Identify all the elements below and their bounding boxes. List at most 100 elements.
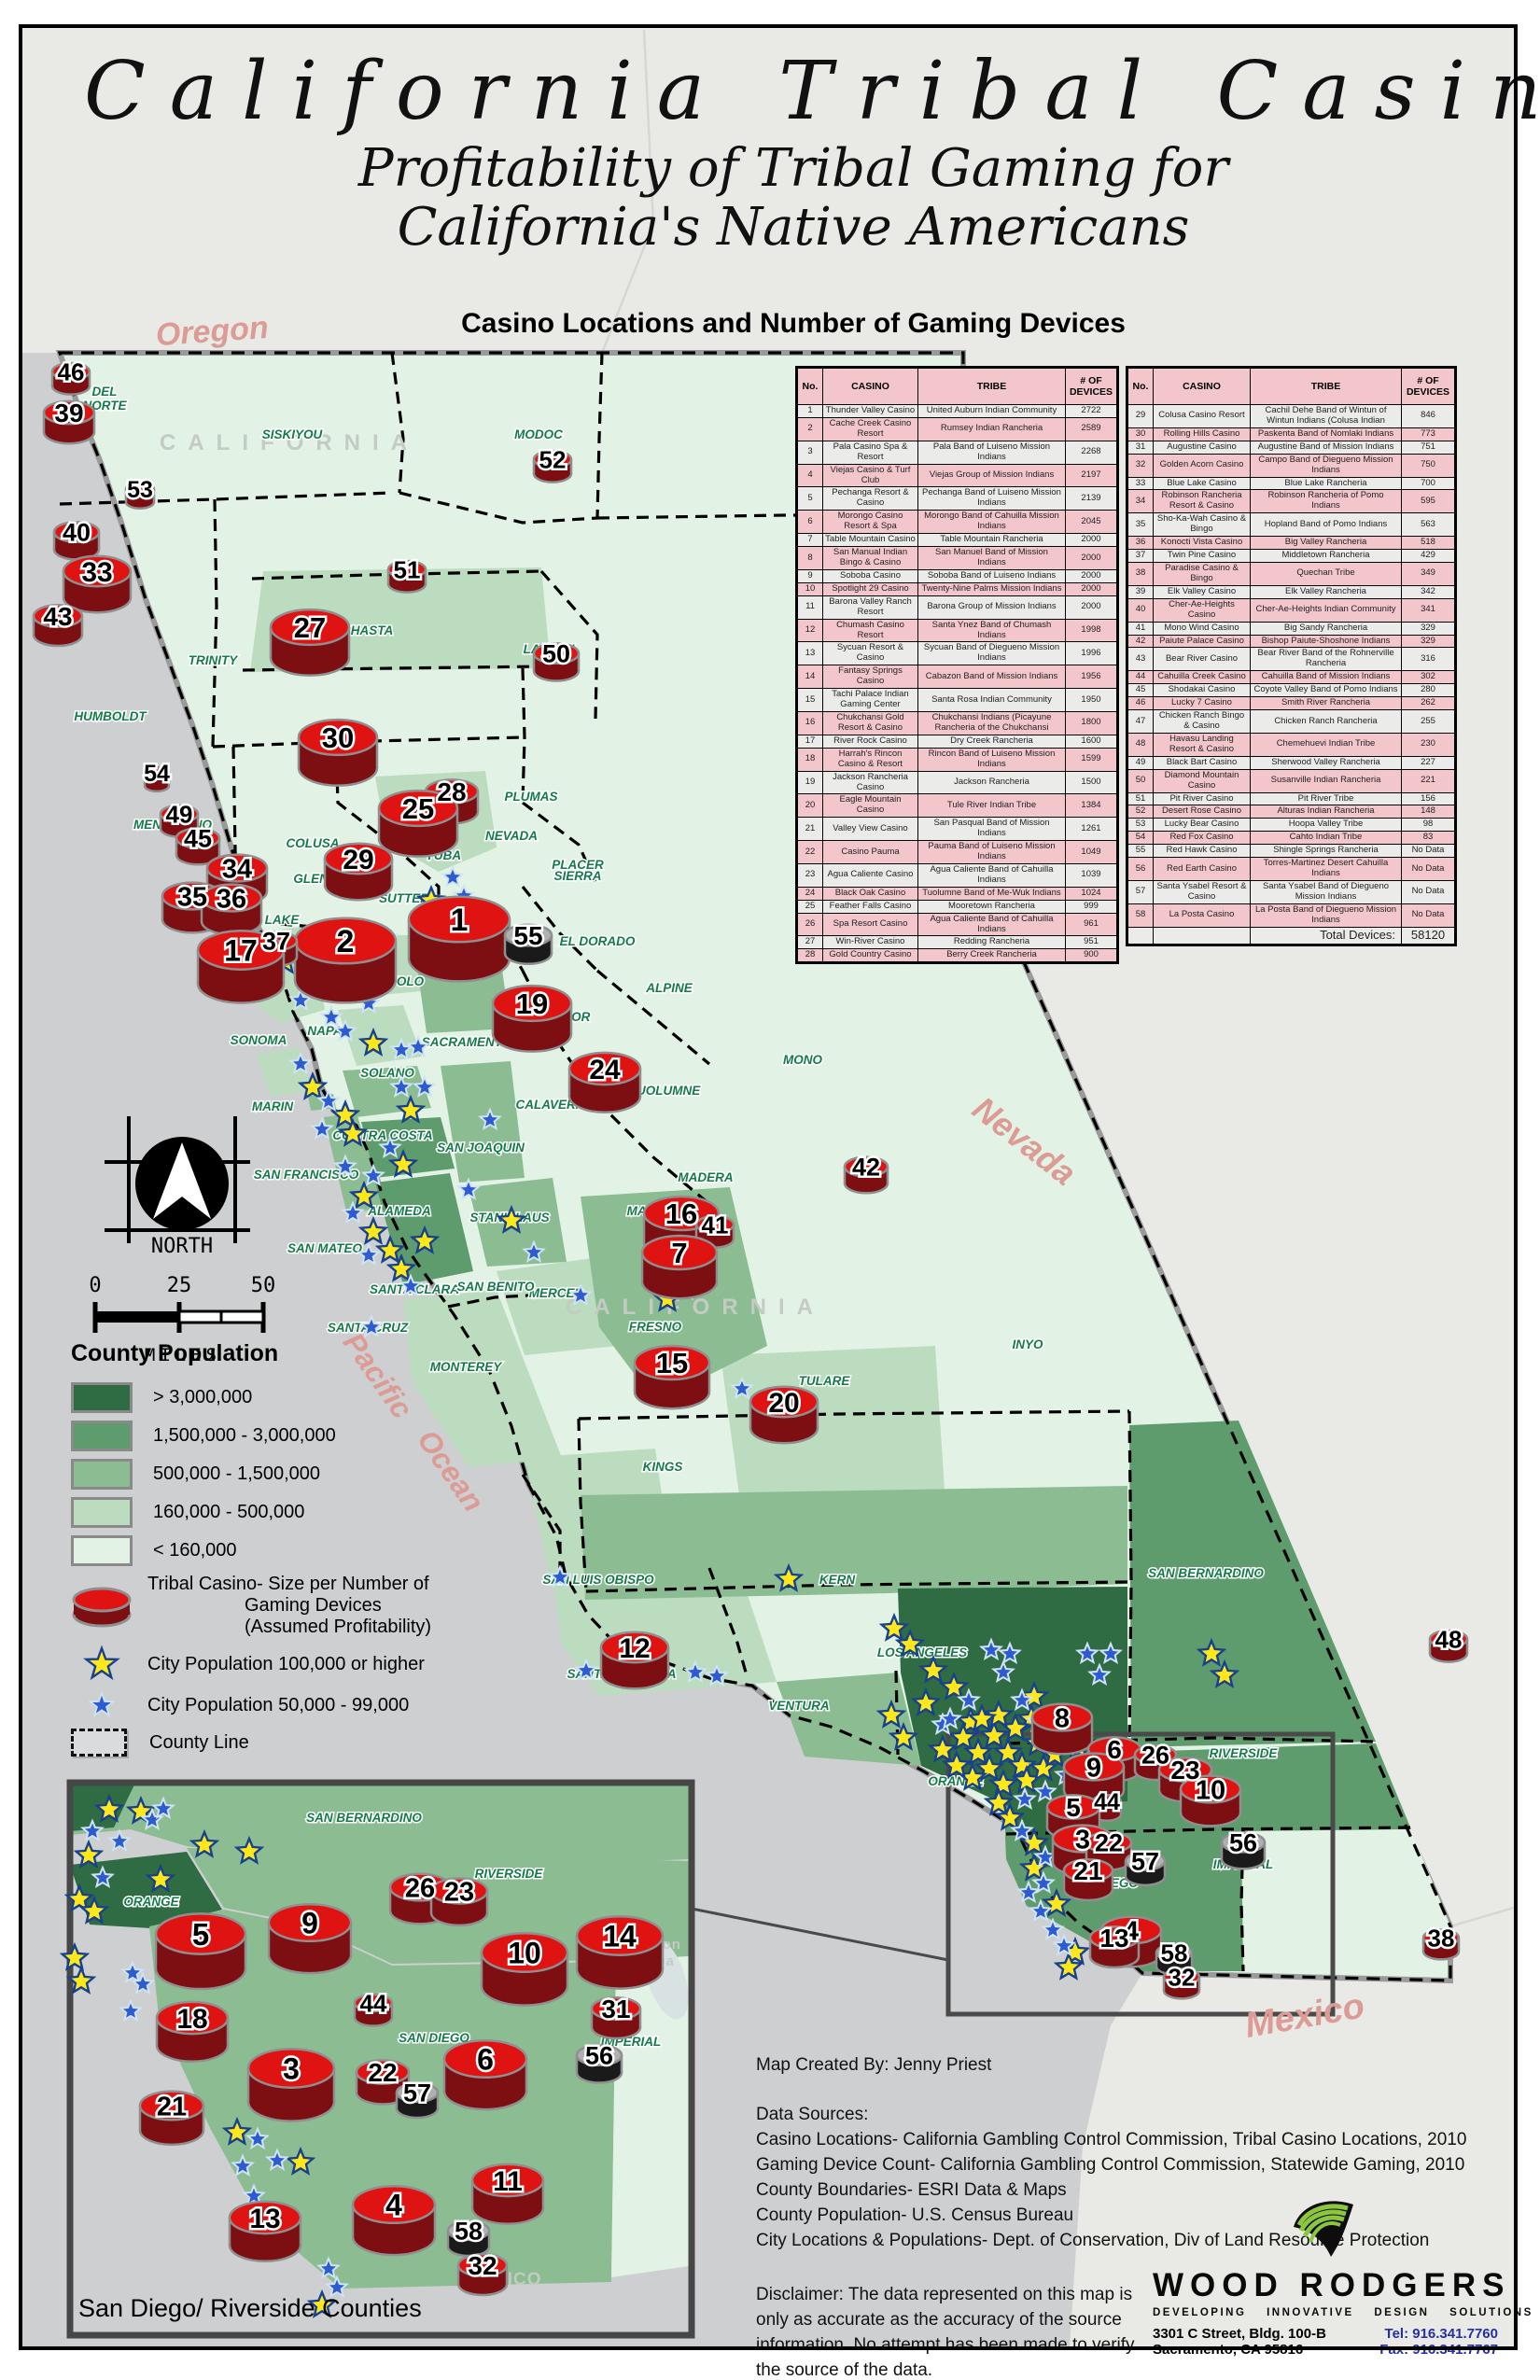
city-star-large: [1209, 1659, 1240, 1688]
table-row: 39 Elk Valley Casino Elk Valley Rancheria 3…: [1127, 584, 1456, 599]
table-row: 17 River Rock Casino Dry Creek Rancheria 16…: [796, 734, 1118, 749]
table-row: 40 Cher-Ae-Heights Casino Cher-Ae-Heights …: [1127, 597, 1456, 623]
legend-swatch: [71, 1382, 133, 1413]
logo-phone: Tel: 916.341.7760 Fax: 916.341.7767: [1379, 2326, 1498, 2358]
table-row: 4 Viejas Casino & Turf Club Viejas Group o…: [796, 463, 1118, 488]
city-star-medium: [118, 1998, 144, 2023]
county-label: SAN JOAQUIN: [437, 1141, 525, 1155]
casino-marker-number: 25: [402, 792, 434, 825]
casino-marker-number: 30: [322, 721, 354, 754]
casino-marker-number: 52: [539, 445, 567, 473]
state-watermark: CALIFORNIA: [566, 1295, 825, 1320]
city-star-medium: [405, 1034, 431, 1057]
table-row: 5 Pechanga Resort & Casino Pechanga Band o…: [796, 486, 1118, 511]
county-label: SACRAMENTO: [422, 1035, 512, 1049]
table-row: 23 Agua Caliente Casino Agua Caliente Band…: [796, 862, 1118, 888]
county-label: SONOMA: [231, 1033, 287, 1047]
county-label: SOLANO: [360, 1066, 414, 1080]
county-label: KERN: [819, 1573, 856, 1587]
city-star-large: [337, 1117, 369, 1147]
casino-marker-57: [1124, 1851, 1167, 1887]
casino-marker-56: [575, 2043, 623, 2084]
table-row: 56 Red Earth Casino Torres-Martinez Desert…: [1127, 857, 1456, 881]
casino-marker-number: 21: [1073, 1856, 1102, 1885]
casino-marker-1: [407, 895, 511, 983]
casino-marker-number: 48: [1435, 1625, 1463, 1653]
city-star-medium: [241, 2183, 267, 2207]
casino-marker-number: 15: [656, 1347, 688, 1379]
casino-marker-number: 32: [1169, 1963, 1196, 1991]
county-line: [707, 1567, 749, 1676]
city-star-large: [285, 2146, 316, 2176]
casino-marker-number: 28: [437, 777, 466, 806]
city-star-large: [941, 1749, 973, 1779]
county-line: [521, 667, 526, 804]
casino-marker-48: [1428, 1629, 1469, 1663]
table-row: 49 Black Bart Casino Sherwood Valley Ranch…: [1127, 755, 1456, 770]
casino-marker-12: [599, 1631, 670, 1690]
city-star-medium: [412, 1074, 438, 1098]
casino-marker-number: 26: [1141, 1742, 1169, 1770]
created-by: Map Created By: Jenny Priest: [756, 2055, 992, 2075]
table-row: 44 Cahuilla Creek Casino Cahuilla Band of …: [1127, 670, 1456, 685]
city-star-large: [374, 1234, 406, 1264]
city-star-medium: [521, 1239, 547, 1263]
city-star-medium: [356, 1242, 382, 1266]
county-line: [585, 1580, 1130, 1593]
city-star-medium: [377, 1135, 403, 1158]
page-subtitle: Profitability of Tribal Gaming for Calif…: [233, 139, 1353, 257]
city-star-large: [983, 1699, 1015, 1729]
county-line: [211, 498, 218, 748]
casino-marker-number: 54: [144, 761, 170, 787]
city-star-large: [966, 1702, 998, 1732]
table-row: 24 Black Oak Casino Tuolumne Band of Me-Wu…: [796, 886, 1118, 901]
casino-marker-number: 20: [768, 1388, 799, 1419]
casino-marker-number: 34: [222, 854, 252, 884]
casino-marker-9: [267, 1902, 353, 1975]
county-label: SHASTA: [343, 623, 394, 637]
city-star-medium: [455, 1177, 482, 1200]
table-row: 38 Paradise Casino & Bingo Quechan Tribe 34…: [1127, 561, 1456, 586]
city-star-medium: [150, 1796, 176, 1819]
casino-marker-number: 56: [1229, 1829, 1257, 1857]
city-star-large: [894, 1628, 926, 1658]
city-star-medium: [315, 2256, 342, 2280]
table-row: 20 Eagle Mountain Casino Tule River Indian…: [796, 793, 1118, 819]
table-row: 21 Valley View Casino San Pasqual Band of …: [796, 817, 1118, 842]
legend-class-row: 500,000 - 1,500,000: [71, 1459, 472, 1490]
city-star-medium: [245, 2126, 271, 2150]
city-star-large: [73, 1839, 105, 1869]
table-row: 6 Morongo Casino Resort & Spa Morongo Band…: [796, 510, 1118, 535]
city-star-large: [987, 1768, 1019, 1798]
table-row: 53 Lucky Bear Casino Hoopa Valley Tribe 98: [1127, 818, 1456, 833]
casino-marker-number: 14: [603, 1920, 637, 1953]
city-star-large: [983, 1786, 1015, 1816]
city-star-medium: [79, 1818, 105, 1841]
city-star-large: [297, 1071, 329, 1100]
casino-marker-number: 13: [249, 2204, 280, 2234]
city-star-medium: [315, 1088, 342, 1112]
table-row: 16 Chukchansi Gold Resort & Casino Chukcha…: [796, 710, 1118, 735]
casino-marker-number: 4: [1124, 1916, 1139, 1946]
scale-50: 50: [251, 1274, 276, 1297]
casino-marker-29: [323, 842, 394, 902]
casino-marker-39: [42, 399, 96, 445]
table-row: 54 Red Fox Casino Cahto Indian Tribe 83: [1127, 831, 1456, 846]
casino-marker-number: 29: [343, 845, 373, 875]
col-no: No.: [796, 367, 823, 405]
casino-marker-43: [32, 604, 84, 648]
casino-marker-number: 10: [508, 1937, 541, 1970]
county-label: SAN BERNARDINO: [1148, 1566, 1264, 1580]
casino-marker-number: 9: [301, 1907, 318, 1940]
casino-marker-13: [1088, 1925, 1141, 1969]
city-star-large: [1028, 1752, 1059, 1782]
legend: County Population > 3,000,000 1,500,000 -…: [71, 1340, 472, 1765]
casino-marker-number: 39: [54, 399, 83, 427]
casino-marker-36: [200, 883, 263, 936]
city-star-large: [1018, 1827, 1050, 1856]
county-label: SAN BENITO: [456, 1280, 535, 1294]
logo-swoosh-icon: [1153, 2195, 1498, 2267]
casino-marker-32: [456, 2253, 509, 2297]
data-source-line: County Boundaries- ESRI Data & Maps: [756, 2179, 1067, 2200]
casino-marker-38: [1421, 1928, 1461, 1961]
